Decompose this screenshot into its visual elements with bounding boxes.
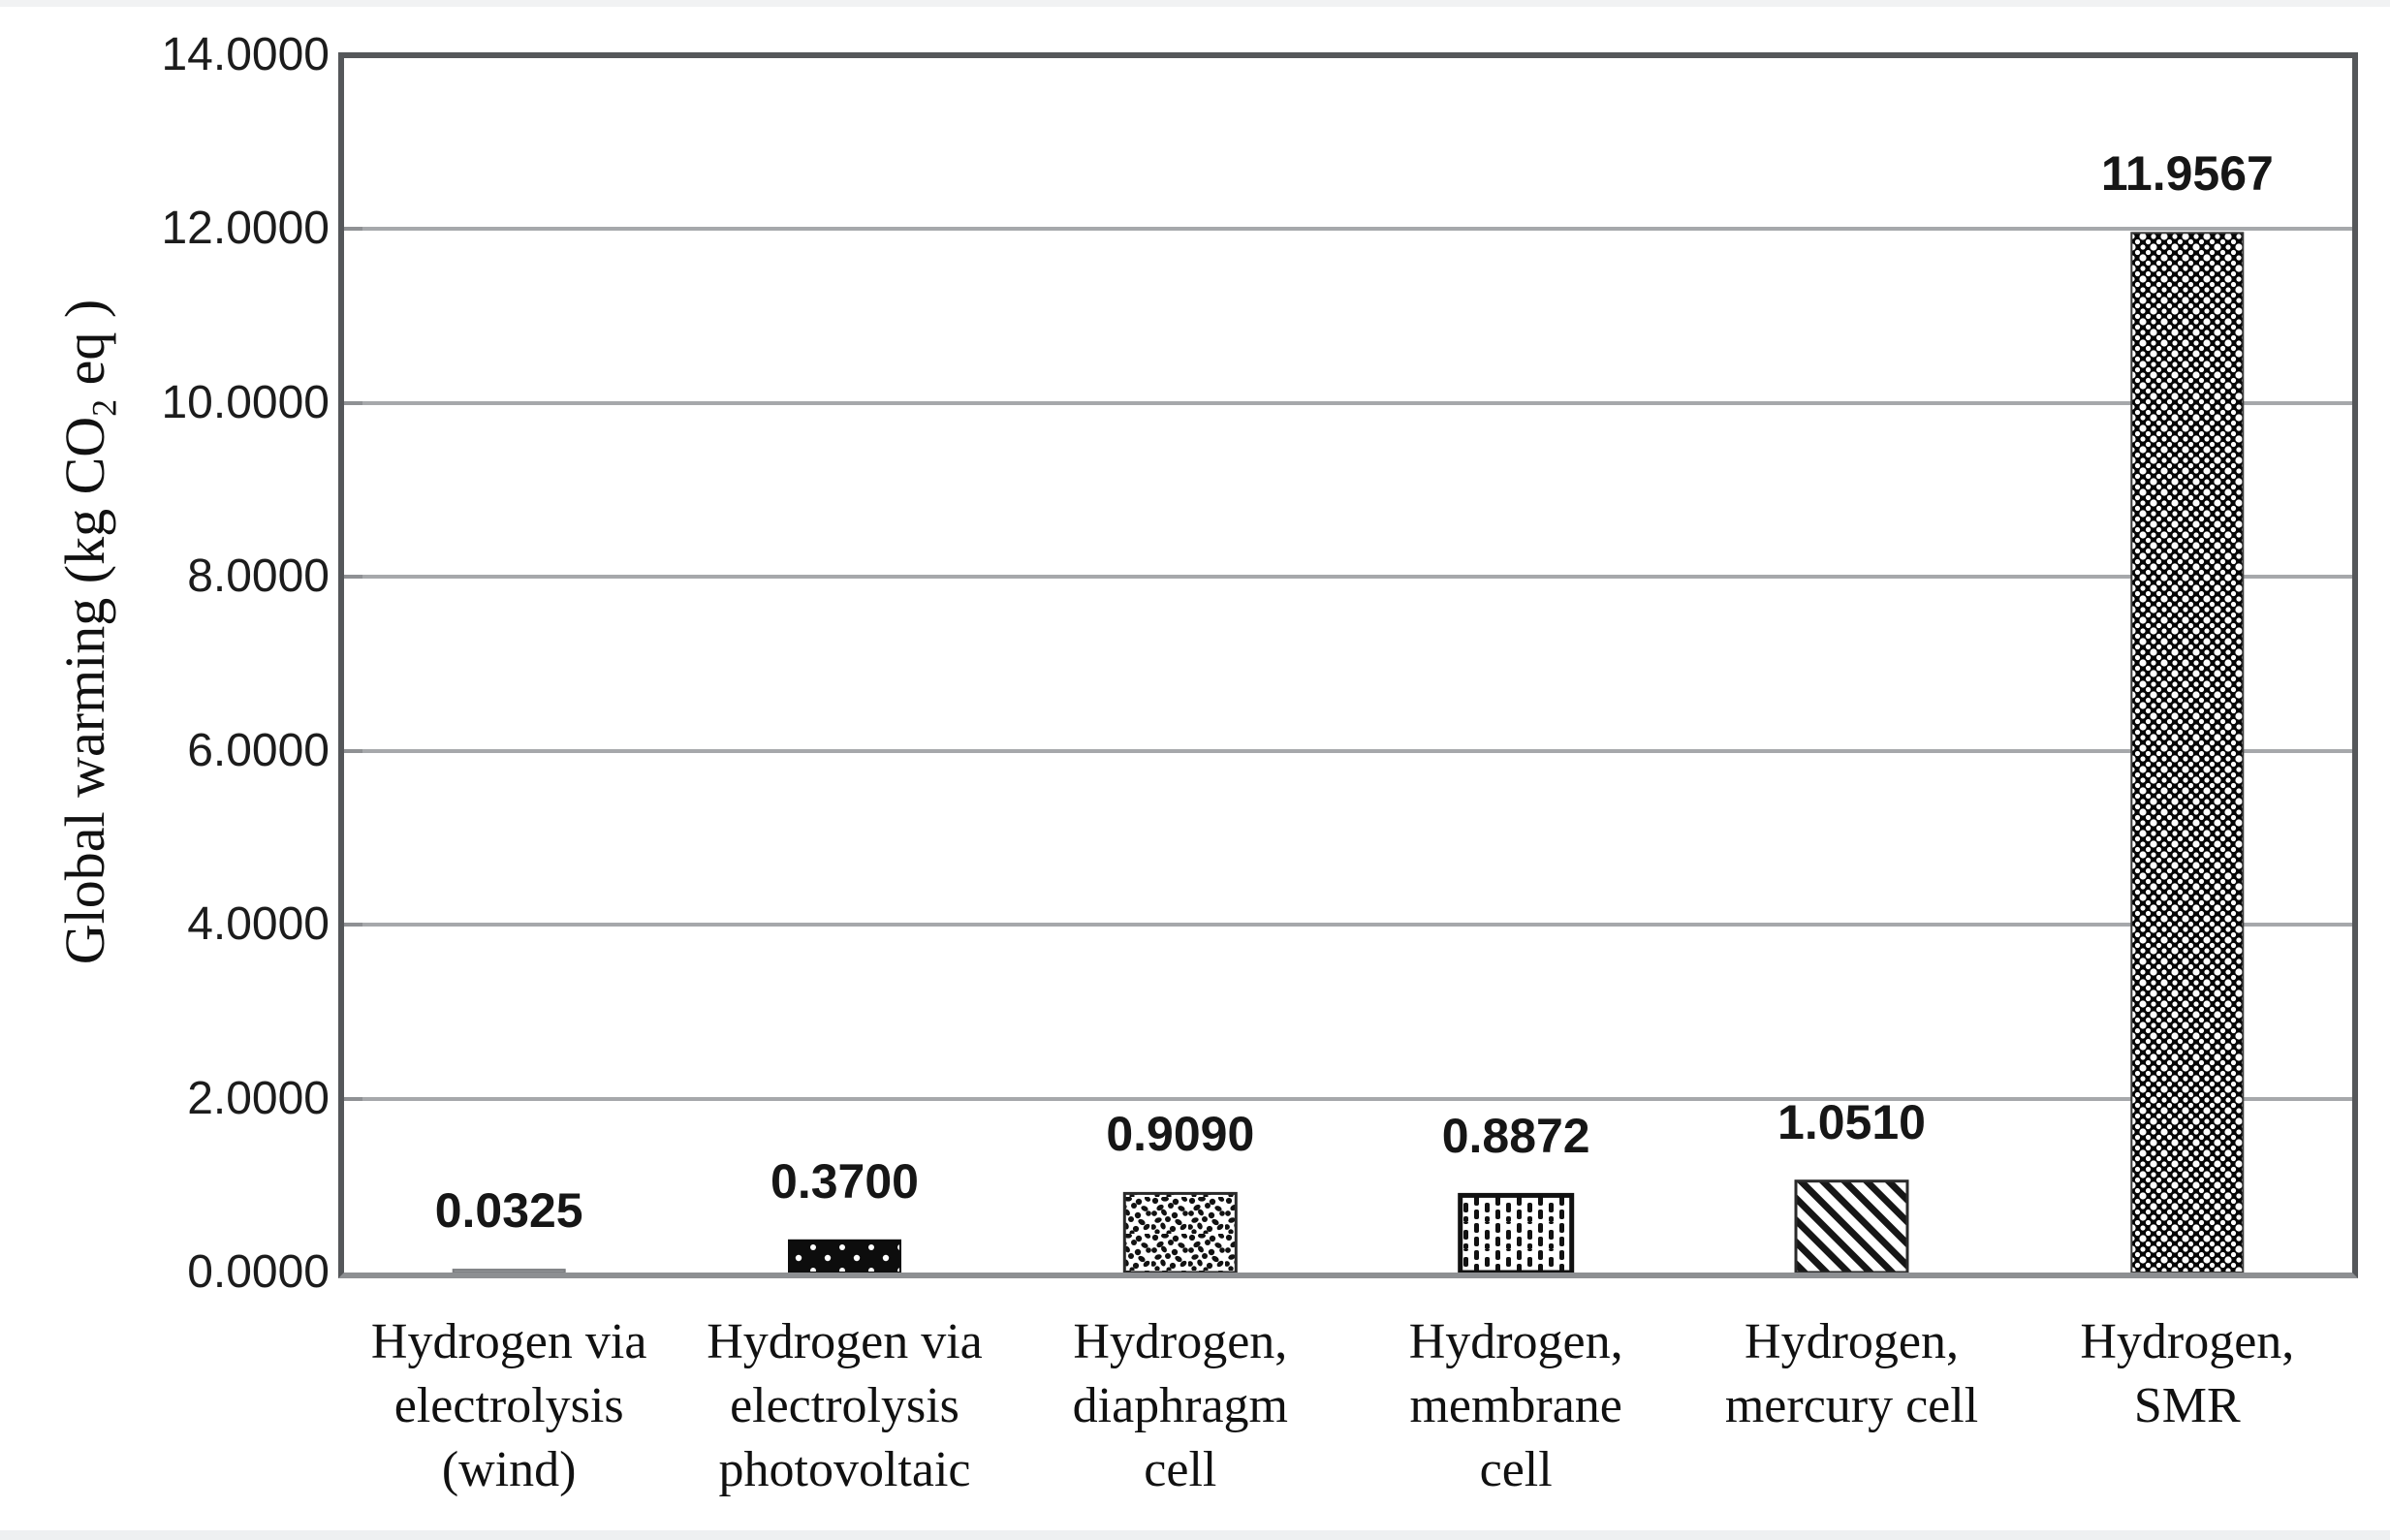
plot-area	[452, 232, 2245, 1273]
y-axis-tick-label: 6.0000	[187, 724, 330, 776]
y-axis-tick-label: 10.0000	[161, 376, 330, 428]
gridline	[341, 748, 2355, 753]
x-category-label: Hydrogen via electrolysis (wind)	[341, 1310, 676, 1502]
gridline	[341, 400, 2355, 405]
x-category-label-line: Hydrogen,	[1408, 1314, 1623, 1369]
x-category-label-line: cell	[1144, 1442, 1217, 1497]
x-category-label-line: photovoltaic	[718, 1442, 971, 1497]
bar-value-label: 11.9567	[2100, 146, 2274, 202]
y-axis-tick-label: 2.0000	[187, 1072, 330, 1124]
bar-3	[1122, 1191, 1238, 1273]
bar-6	[2130, 232, 2245, 1273]
bar-1	[452, 1269, 566, 1273]
x-category-label-line: Hydrogen via	[370, 1314, 647, 1369]
x-category-label-line: membrane	[1409, 1378, 1622, 1433]
bar-5	[1794, 1179, 1909, 1273]
bar-value-label: 0.9090	[1106, 1107, 1255, 1162]
gridline	[341, 1096, 2355, 1101]
bar-value-label: 0.0325	[434, 1183, 583, 1239]
x-category-label-line: electrolysis	[393, 1378, 624, 1433]
bar-2	[788, 1239, 901, 1273]
y-axis-tick-label: 4.0000	[187, 898, 330, 951]
y-axis-tick-label: 14.0000	[161, 29, 330, 80]
x-category-label-line: mercury cell	[1724, 1378, 1979, 1433]
x-category-label-line: Hydrogen,	[2080, 1314, 2295, 1369]
bar-4	[1458, 1192, 1575, 1273]
x-category-label-line: cell	[1479, 1442, 1553, 1497]
x-category-label: Hydrogen, SMR	[2020, 1310, 2355, 1438]
x-category-label: Hydrogen, diaphragm cell	[1013, 1310, 1348, 1502]
x-category-label-line: (wind)	[441, 1442, 577, 1497]
x-category-label-line: SMR	[2133, 1378, 2241, 1433]
bar-value-label: 0.8872	[1441, 1109, 1590, 1164]
x-category-label: Hydrogen, membrane cell	[1348, 1310, 1683, 1502]
x-category-label-line: diaphragm	[1072, 1378, 1288, 1433]
gridline	[341, 923, 2355, 927]
y-axis-tick-label: 8.0000	[187, 550, 330, 603]
y-axis-tick-label: 12.0000	[161, 203, 330, 255]
bar-value-label: 1.0510	[1777, 1094, 1926, 1149]
figure-edge-top	[0, 0, 2390, 7]
bar-value-label: 0.3700	[770, 1153, 919, 1209]
x-category-label-line: electrolysis	[730, 1378, 959, 1433]
x-category-label-line: Hydrogen,	[1745, 1314, 1959, 1369]
bars-group	[452, 232, 2245, 1273]
x-category-label: Hydrogen, mercury cell	[1683, 1310, 2019, 1438]
x-category-label: Hydrogen via electrolysis photovoltaic	[676, 1310, 1012, 1502]
gridline	[341, 227, 2355, 232]
figure-edge-bottom	[0, 1530, 2390, 1540]
y-axis-title-pre: Global warming (kg CO	[53, 416, 116, 965]
x-category-label-line: Hydrogen via	[707, 1314, 983, 1369]
y-axis-tick-label: 0.0000	[187, 1246, 330, 1298]
x-category-label-line: Hydrogen,	[1073, 1314, 1288, 1369]
gridline	[341, 575, 2355, 580]
